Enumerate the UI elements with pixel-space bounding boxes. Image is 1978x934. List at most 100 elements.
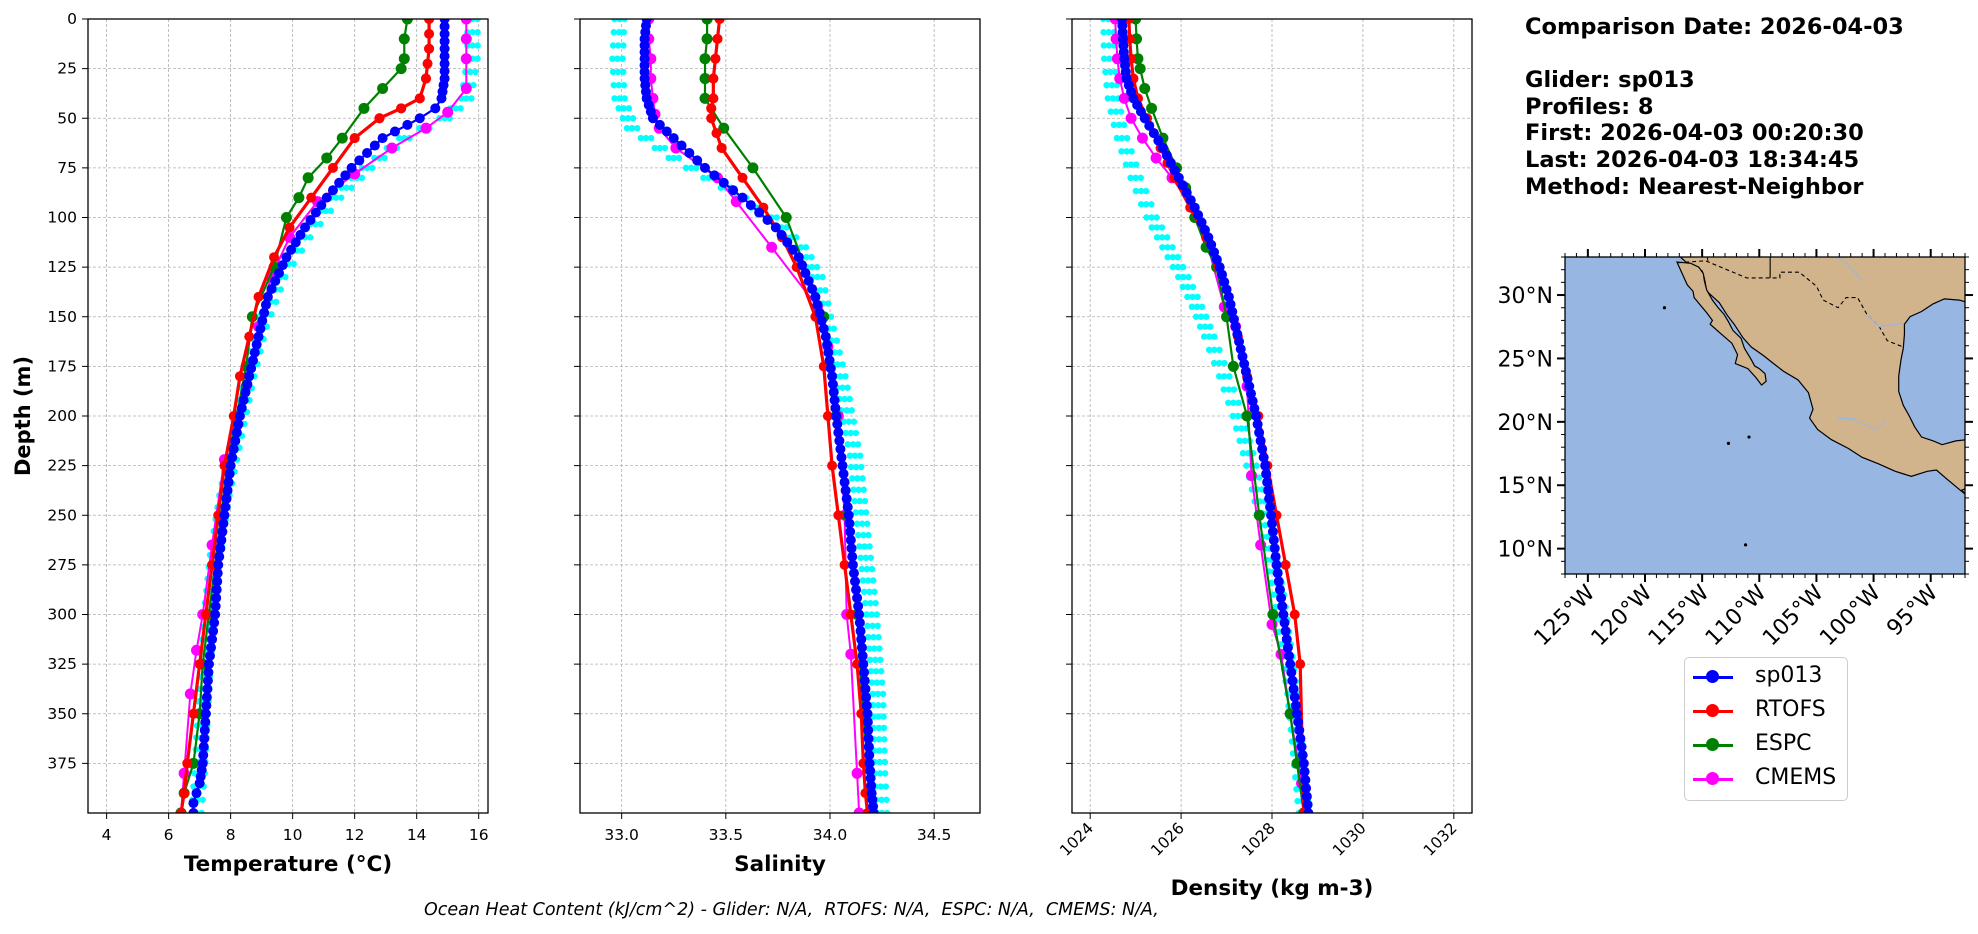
legend-swatch-marker bbox=[1706, 704, 1719, 717]
profile-point bbox=[619, 55, 626, 62]
series-marker bbox=[1282, 642, 1293, 653]
profile-point bbox=[474, 29, 481, 36]
profile-point bbox=[844, 441, 851, 448]
series-marker bbox=[1241, 410, 1253, 422]
profile-point bbox=[1239, 450, 1247, 457]
series-marker bbox=[203, 667, 214, 678]
x-tick-label: 8 bbox=[226, 826, 236, 844]
series-marker bbox=[194, 659, 205, 670]
series-marker bbox=[737, 192, 748, 203]
profile-point bbox=[845, 418, 852, 425]
series-marker bbox=[842, 501, 853, 512]
series-marker bbox=[233, 419, 244, 430]
legend-swatch-marker bbox=[1706, 772, 1719, 785]
map-lon-label: 110°W bbox=[1701, 580, 1772, 651]
series-marker bbox=[389, 126, 400, 137]
series-marker bbox=[1269, 543, 1280, 554]
series-marker bbox=[1139, 113, 1150, 124]
series-marker bbox=[701, 19, 713, 25]
profile-point bbox=[1197, 313, 1205, 320]
series-marker bbox=[828, 387, 839, 398]
profile-point bbox=[839, 384, 846, 391]
legend-label: CMEMS bbox=[1755, 765, 1837, 790]
series-marker bbox=[1301, 791, 1312, 802]
profile-point bbox=[865, 633, 872, 641]
profile-point bbox=[1261, 521, 1269, 529]
legend-label: RTOFS bbox=[1755, 697, 1826, 722]
series-marker bbox=[699, 53, 711, 65]
comparison-date: Comparison Date: 2026-04-03 bbox=[1525, 14, 1904, 40]
series-marker bbox=[212, 576, 223, 587]
profile-point bbox=[880, 702, 887, 709]
profile-point bbox=[1142, 187, 1150, 195]
profile-point bbox=[846, 395, 853, 403]
profile-point bbox=[808, 263, 816, 271]
profile-point bbox=[268, 311, 275, 318]
profile-point bbox=[841, 395, 848, 403]
profile-point bbox=[1137, 187, 1145, 195]
profile-point bbox=[857, 509, 865, 516]
profile-point bbox=[624, 115, 632, 122]
series-marker bbox=[829, 395, 840, 406]
series-marker bbox=[208, 626, 219, 637]
series-marker bbox=[1136, 132, 1148, 144]
profile-point bbox=[1188, 303, 1196, 311]
series-marker bbox=[306, 192, 317, 203]
profile-point bbox=[1123, 148, 1130, 155]
series-marker bbox=[439, 51, 450, 62]
series-marker bbox=[274, 268, 285, 279]
profile-point bbox=[803, 254, 810, 261]
series-marker bbox=[714, 19, 725, 24]
series-marker bbox=[414, 93, 425, 104]
legend-label: ESPC bbox=[1755, 731, 1812, 756]
series-marker bbox=[1230, 321, 1241, 332]
profile-point bbox=[272, 298, 280, 306]
profile-point bbox=[619, 115, 626, 122]
series-marker bbox=[253, 291, 264, 302]
series-marker bbox=[860, 683, 871, 694]
profile-point bbox=[665, 154, 672, 162]
series-marker bbox=[1225, 299, 1236, 310]
profile-point bbox=[1256, 474, 1263, 481]
profile-point bbox=[467, 68, 474, 76]
profile-point bbox=[1110, 121, 1118, 129]
profile-point bbox=[817, 287, 824, 294]
profile-point bbox=[862, 554, 869, 561]
series-marker bbox=[242, 379, 253, 390]
series-marker bbox=[824, 355, 835, 366]
series-marker bbox=[1125, 112, 1137, 124]
y-tick-label: 375 bbox=[47, 754, 77, 772]
profile-point bbox=[474, 55, 481, 62]
profile-point bbox=[876, 770, 884, 777]
series-marker bbox=[1299, 766, 1310, 777]
series-marker bbox=[1268, 535, 1279, 546]
x-axis-title: Salinity bbox=[734, 852, 826, 877]
series-marker bbox=[807, 283, 818, 294]
series-marker bbox=[1276, 592, 1287, 603]
land-baja bbox=[1676, 261, 1767, 386]
profile-point bbox=[864, 622, 871, 630]
series-rtofs bbox=[176, 19, 435, 813]
profile-point bbox=[859, 475, 866, 482]
x-tick-label: 4 bbox=[102, 826, 112, 844]
series-marker bbox=[302, 172, 314, 184]
profile-point bbox=[863, 565, 871, 573]
series-marker bbox=[864, 758, 875, 769]
series-marker bbox=[800, 268, 811, 279]
profile-point bbox=[474, 42, 481, 49]
x-axis: 1024 1026 1028 1030 1032 Density (kg m-3) bbox=[1056, 813, 1461, 901]
series-marker bbox=[269, 252, 280, 263]
profile-point bbox=[872, 656, 879, 664]
series-marker bbox=[866, 780, 877, 791]
profile-point bbox=[861, 497, 869, 505]
series-marker bbox=[1295, 733, 1306, 744]
legend-swatch-marker bbox=[1706, 738, 1719, 751]
series-marker bbox=[1271, 559, 1282, 570]
profile-point bbox=[1184, 283, 1192, 291]
profile-point bbox=[846, 452, 854, 459]
series-marker bbox=[820, 331, 831, 342]
x-tick-label: 33.0 bbox=[604, 826, 639, 844]
profile-point bbox=[687, 164, 695, 172]
profile-point bbox=[629, 115, 637, 122]
legend: sp013 RTOFS ESPC CMEMS bbox=[1684, 657, 1848, 801]
